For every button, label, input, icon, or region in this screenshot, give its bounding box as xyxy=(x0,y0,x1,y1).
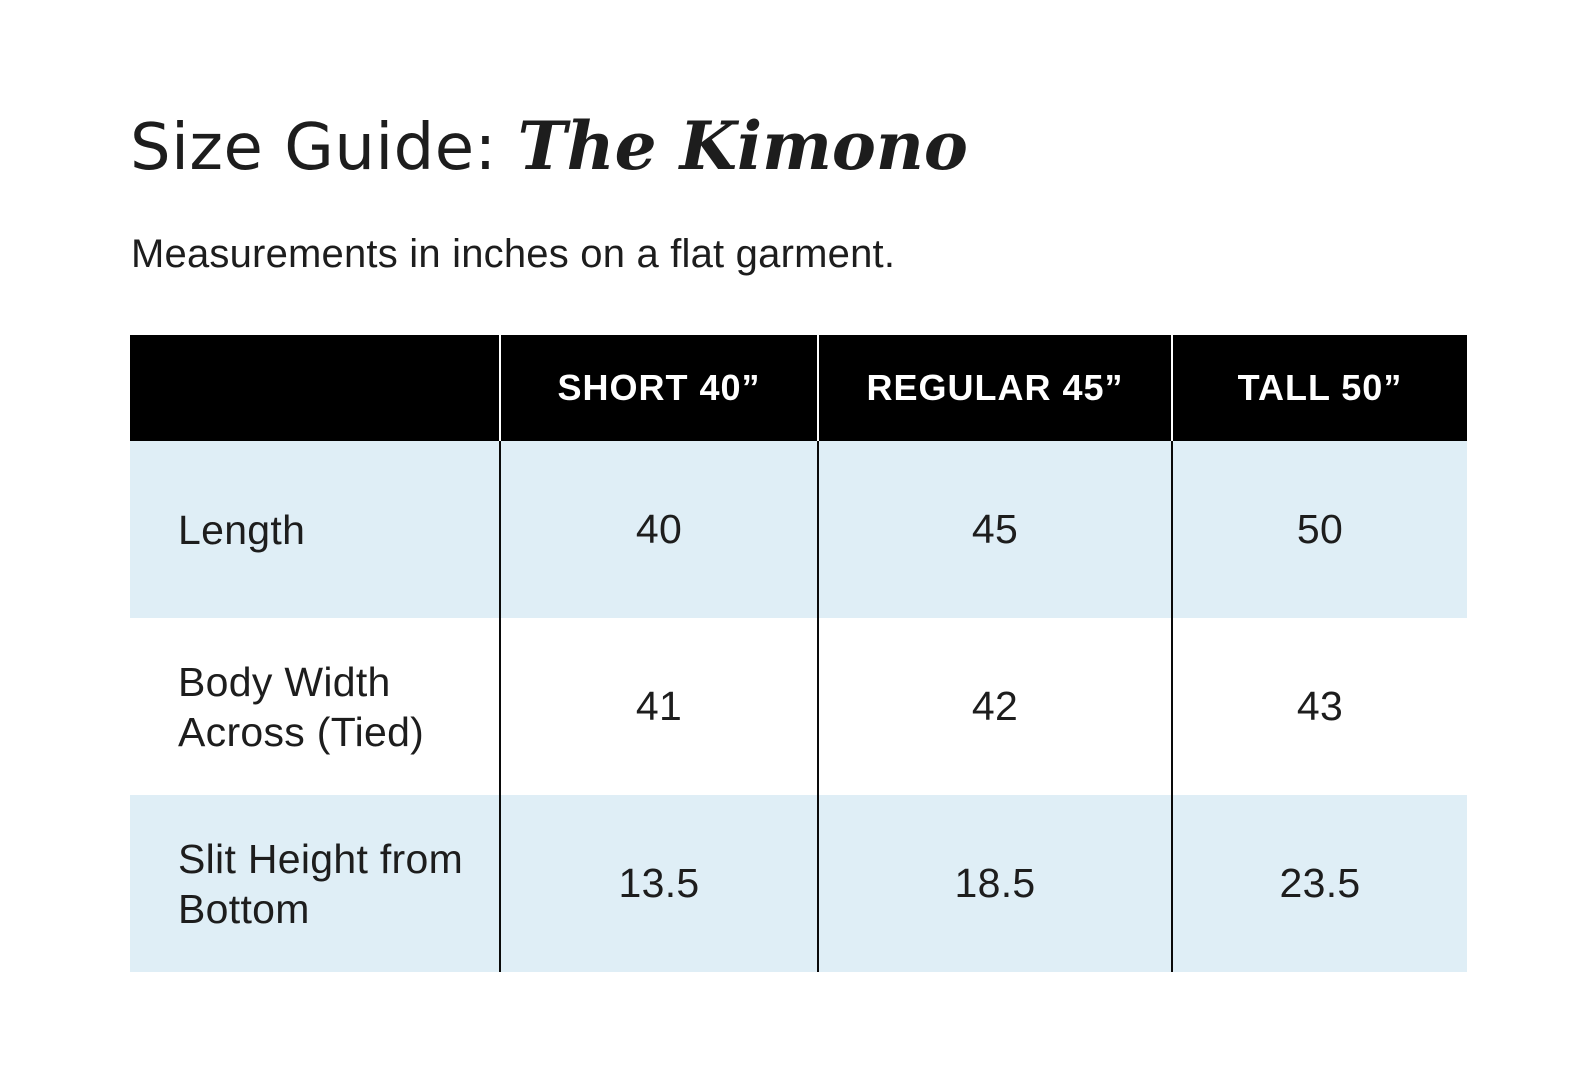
table-row-body-width: Body Width Across (Tied) 41 42 43 xyxy=(130,618,1467,796)
table-row-length: Length 40 45 50 xyxy=(130,441,1467,619)
header-cell-regular: REGULAR 45” xyxy=(817,335,1172,442)
header-cell-tall: TALL 50” xyxy=(1171,335,1467,442)
size-guide-table: SHORT 40” REGULAR 45” TALL 50” Length 40… xyxy=(130,335,1467,973)
cell-body-width-tall: 43 xyxy=(1171,618,1467,796)
header-cell-empty xyxy=(130,335,500,442)
cell-body-width-short: 41 xyxy=(499,618,818,796)
cell-length-regular: 45 xyxy=(817,441,1172,619)
table-row-slit-height: Slit Height from Bottom 13.5 18.5 23.5 xyxy=(130,795,1467,973)
subtitle: Measurements in inches on a flat garment… xyxy=(131,232,896,277)
cell-slit-height-regular: 18.5 xyxy=(817,795,1172,973)
cell-length-short: 40 xyxy=(499,441,818,619)
page-title: Size Guide: The Kimono xyxy=(130,111,1588,185)
row-label-length: Length xyxy=(178,506,306,553)
page-title-emphasis: The Kimono xyxy=(517,107,968,185)
header-row: SHORT 40” REGULAR 45” TALL 50” xyxy=(130,335,1467,442)
row-label-body-width: Body Width Across (Tied) xyxy=(178,658,425,755)
row-label-slit-height: Slit Height from Bottom xyxy=(178,835,464,932)
page-title-prefix: Size Guide: xyxy=(130,111,518,185)
header-cell-short: SHORT 40” xyxy=(499,335,818,442)
cell-body-width-regular: 42 xyxy=(817,618,1172,796)
cell-slit-height-short: 13.5 xyxy=(499,795,818,973)
cell-length-tall: 50 xyxy=(1171,441,1467,619)
cell-slit-height-tall: 23.5 xyxy=(1171,795,1467,973)
page: Size Guide: The Kimono Measurements in i… xyxy=(130,111,1588,973)
